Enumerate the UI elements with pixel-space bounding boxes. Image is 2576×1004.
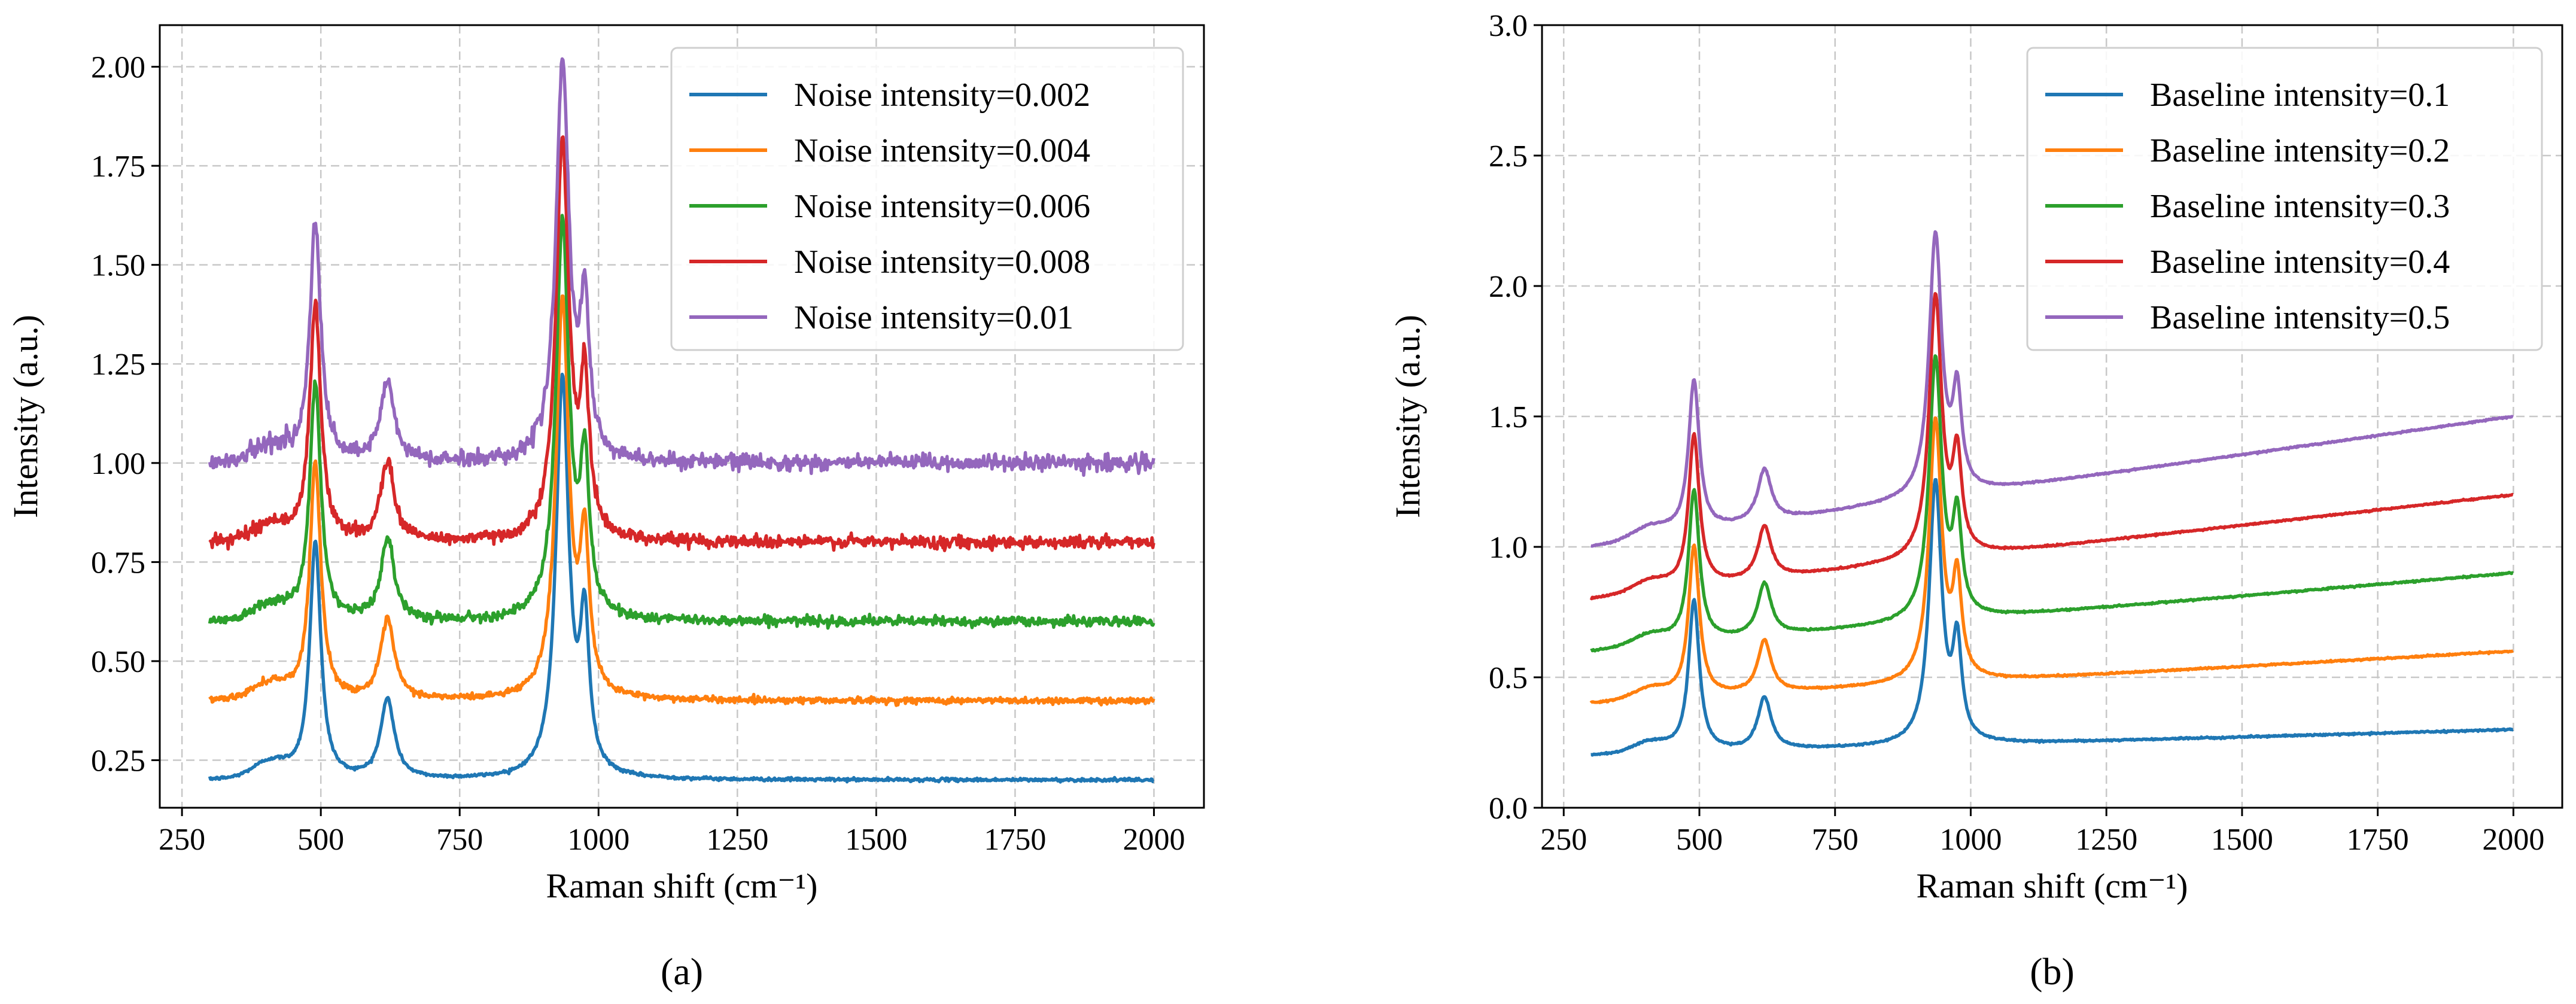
y-tick-label: 1.00	[91, 447, 145, 481]
y-tick-label: 1.5	[1489, 400, 1528, 434]
x-tick-label: 1750	[984, 823, 1046, 857]
x-tick-label: 1000	[567, 823, 629, 857]
y-tick-label: 1.75	[91, 150, 145, 184]
series-line	[208, 135, 1155, 552]
panel-b-x-ticks: 250 500 750 1000 1250 1500 1750 2000	[1540, 808, 2544, 857]
legend-label: Noise intensity=0.004	[794, 132, 1090, 169]
panel-b-y-axis-label: Intensity (a.u.)	[1388, 315, 1427, 518]
legend-box	[2026, 47, 2543, 351]
x-tick-label: 250	[1540, 823, 1587, 857]
legend-label: Baseline intensity=0.3	[2150, 188, 2450, 225]
legend-label: Baseline intensity=0.1	[2150, 77, 2450, 114]
panel-a-label: (a)	[661, 950, 703, 993]
panel-b: 250 500 750 1000 1250 1500 1750 2000 0.0 0.5 1.0 1…	[1388, 9, 2563, 993]
x-tick-label: 500	[1676, 823, 1723, 857]
x-tick-label: 2000	[1123, 823, 1185, 857]
legend-label: Noise intensity=0.01	[794, 299, 1073, 336]
panel-b-x-axis-label: Raman shift (cm⁻¹)	[1917, 866, 2188, 905]
legend-label: Baseline intensity=0.4	[2150, 244, 2450, 281]
x-tick-label: 1500	[845, 823, 907, 857]
x-tick-label: 2000	[2482, 823, 2544, 857]
series-line	[208, 294, 1155, 707]
panel-a-x-axis-label: Raman shift (cm⁻¹)	[546, 866, 818, 905]
y-tick-label: 2.00	[91, 51, 145, 85]
panel-a-y-axis-label: Intensity (a.u.)	[6, 315, 45, 518]
panel-a-plot	[208, 57, 1155, 784]
y-tick-label: 0.5	[1489, 661, 1528, 695]
y-tick-label: 1.0	[1489, 531, 1528, 565]
legend-label: Noise intensity=0.006	[794, 188, 1090, 225]
y-tick-label: 0.75	[91, 546, 145, 580]
y-tick-label: 0.50	[91, 645, 145, 679]
x-tick-label: 250	[159, 823, 205, 857]
panel-a-y-ticks: 0.25 0.50 0.75 1.00 1.25 1.50 1.75 2.00	[91, 51, 160, 778]
x-tick-label: 1250	[2075, 823, 2137, 857]
y-tick-label: 0.25	[91, 744, 145, 778]
legend-label: Noise intensity=0.002	[794, 77, 1090, 114]
x-tick-label: 1000	[1939, 823, 2002, 857]
x-tick-label: 1750	[2347, 823, 2409, 857]
panel-a-axes-frame	[159, 24, 1205, 809]
x-tick-label: 750	[436, 823, 483, 857]
legend-label: Baseline intensity=0.2	[2150, 132, 2450, 169]
panel-b-label: (b)	[2030, 950, 2075, 993]
panel-b-plot	[1589, 230, 2514, 757]
series-line	[1589, 292, 2514, 601]
series-line	[1590, 354, 2514, 653]
y-tick-label: 2.5	[1489, 139, 1528, 174]
series-line	[1589, 416, 2514, 704]
legend-box	[670, 47, 1184, 351]
legend-label: Noise intensity=0.008	[794, 244, 1090, 281]
y-tick-label: 0.0	[1489, 792, 1528, 826]
panel-a-x-ticks: 250 500 750 1000 1250 1500 1750 2000	[159, 808, 1185, 857]
x-tick-label: 1250	[706, 823, 768, 857]
panel-a: 250 500 750 1000 1250 1500 1750 2000 0.250.500.…	[6, 24, 1205, 993]
x-tick-label: 500	[297, 823, 344, 857]
y-tick-label: 2.0	[1489, 270, 1528, 304]
y-tick-label: 3.0	[1489, 9, 1528, 43]
legend-label: Baseline intensity=0.5	[2150, 299, 2450, 336]
series-line	[1590, 477, 2514, 757]
x-tick-label: 750	[1812, 823, 1859, 857]
series-line	[208, 214, 1155, 630]
panel-b-legend: Baseline intensity=0.1 Baseline intensity…	[2026, 47, 2543, 351]
y-tick-label: 1.25	[91, 348, 145, 382]
x-tick-label: 1500	[2211, 823, 2273, 857]
y-tick-label: 1.50	[91, 249, 145, 283]
panel-a-legend: Noise intensity=0.002 Noise intensity=0.0…	[670, 47, 1184, 351]
series-line	[208, 57, 1155, 477]
series-line	[208, 372, 1155, 784]
series-line	[1590, 230, 2514, 548]
panel-b-y-ticks: 0.0 0.5 1.0 1.5 2.0 2.5 3.0	[1489, 9, 1542, 826]
